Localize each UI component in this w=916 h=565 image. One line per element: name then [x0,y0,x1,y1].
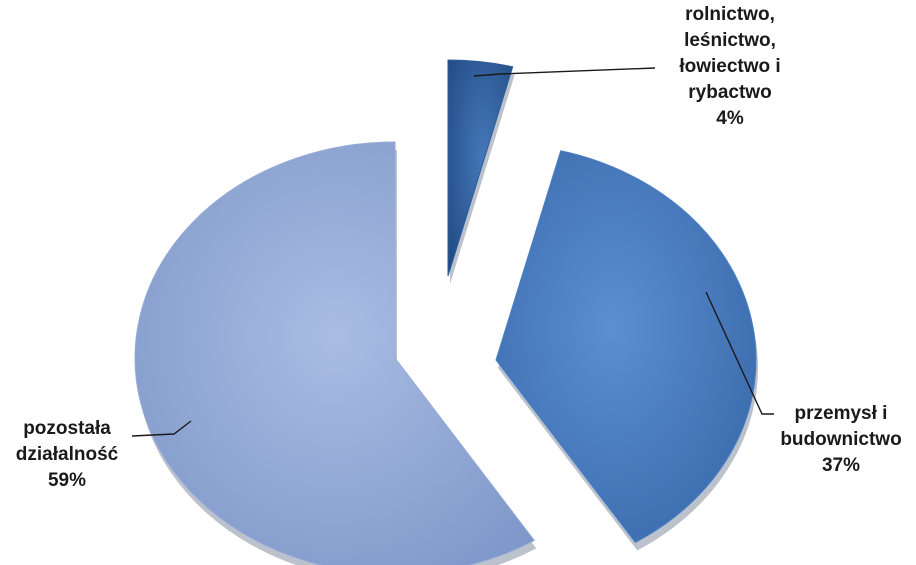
leader-line-rolnictwo [473,67,656,77]
slice-label-rolnictwo: rolnictwo, leśnictwo, łowiectwo i rybact… [655,2,805,132]
slice-label-pozostala: pozostała działalność 59% [4,416,130,494]
slice-name-line: pozostała [23,418,111,439]
slice-name-line: rybactwo [688,82,772,103]
pie-slice-przemysl [495,150,757,544]
slice-name-line: działalność [15,444,119,465]
slice-value-label: 4% [716,108,744,129]
slice-name-line: rolnictwo, [685,4,775,25]
leader-line-pozostala [131,420,192,437]
pie-slice-pozostala [134,141,536,565]
slice-name-line: budownictwo [780,429,902,450]
slice-name-line: leśnictwo, [684,30,776,51]
slice-value-label: 59% [47,470,87,491]
slice-name-line: przemysł i [794,403,888,424]
slice-name-line: łowiectwo i [679,56,781,77]
leader-line-przemysl [705,291,774,415]
pie-slice-rolnictwo [447,59,514,277]
slice-label-przemysl: przemysł i budownictwo 37% [768,401,914,479]
slice-value-label: 37% [821,455,861,476]
